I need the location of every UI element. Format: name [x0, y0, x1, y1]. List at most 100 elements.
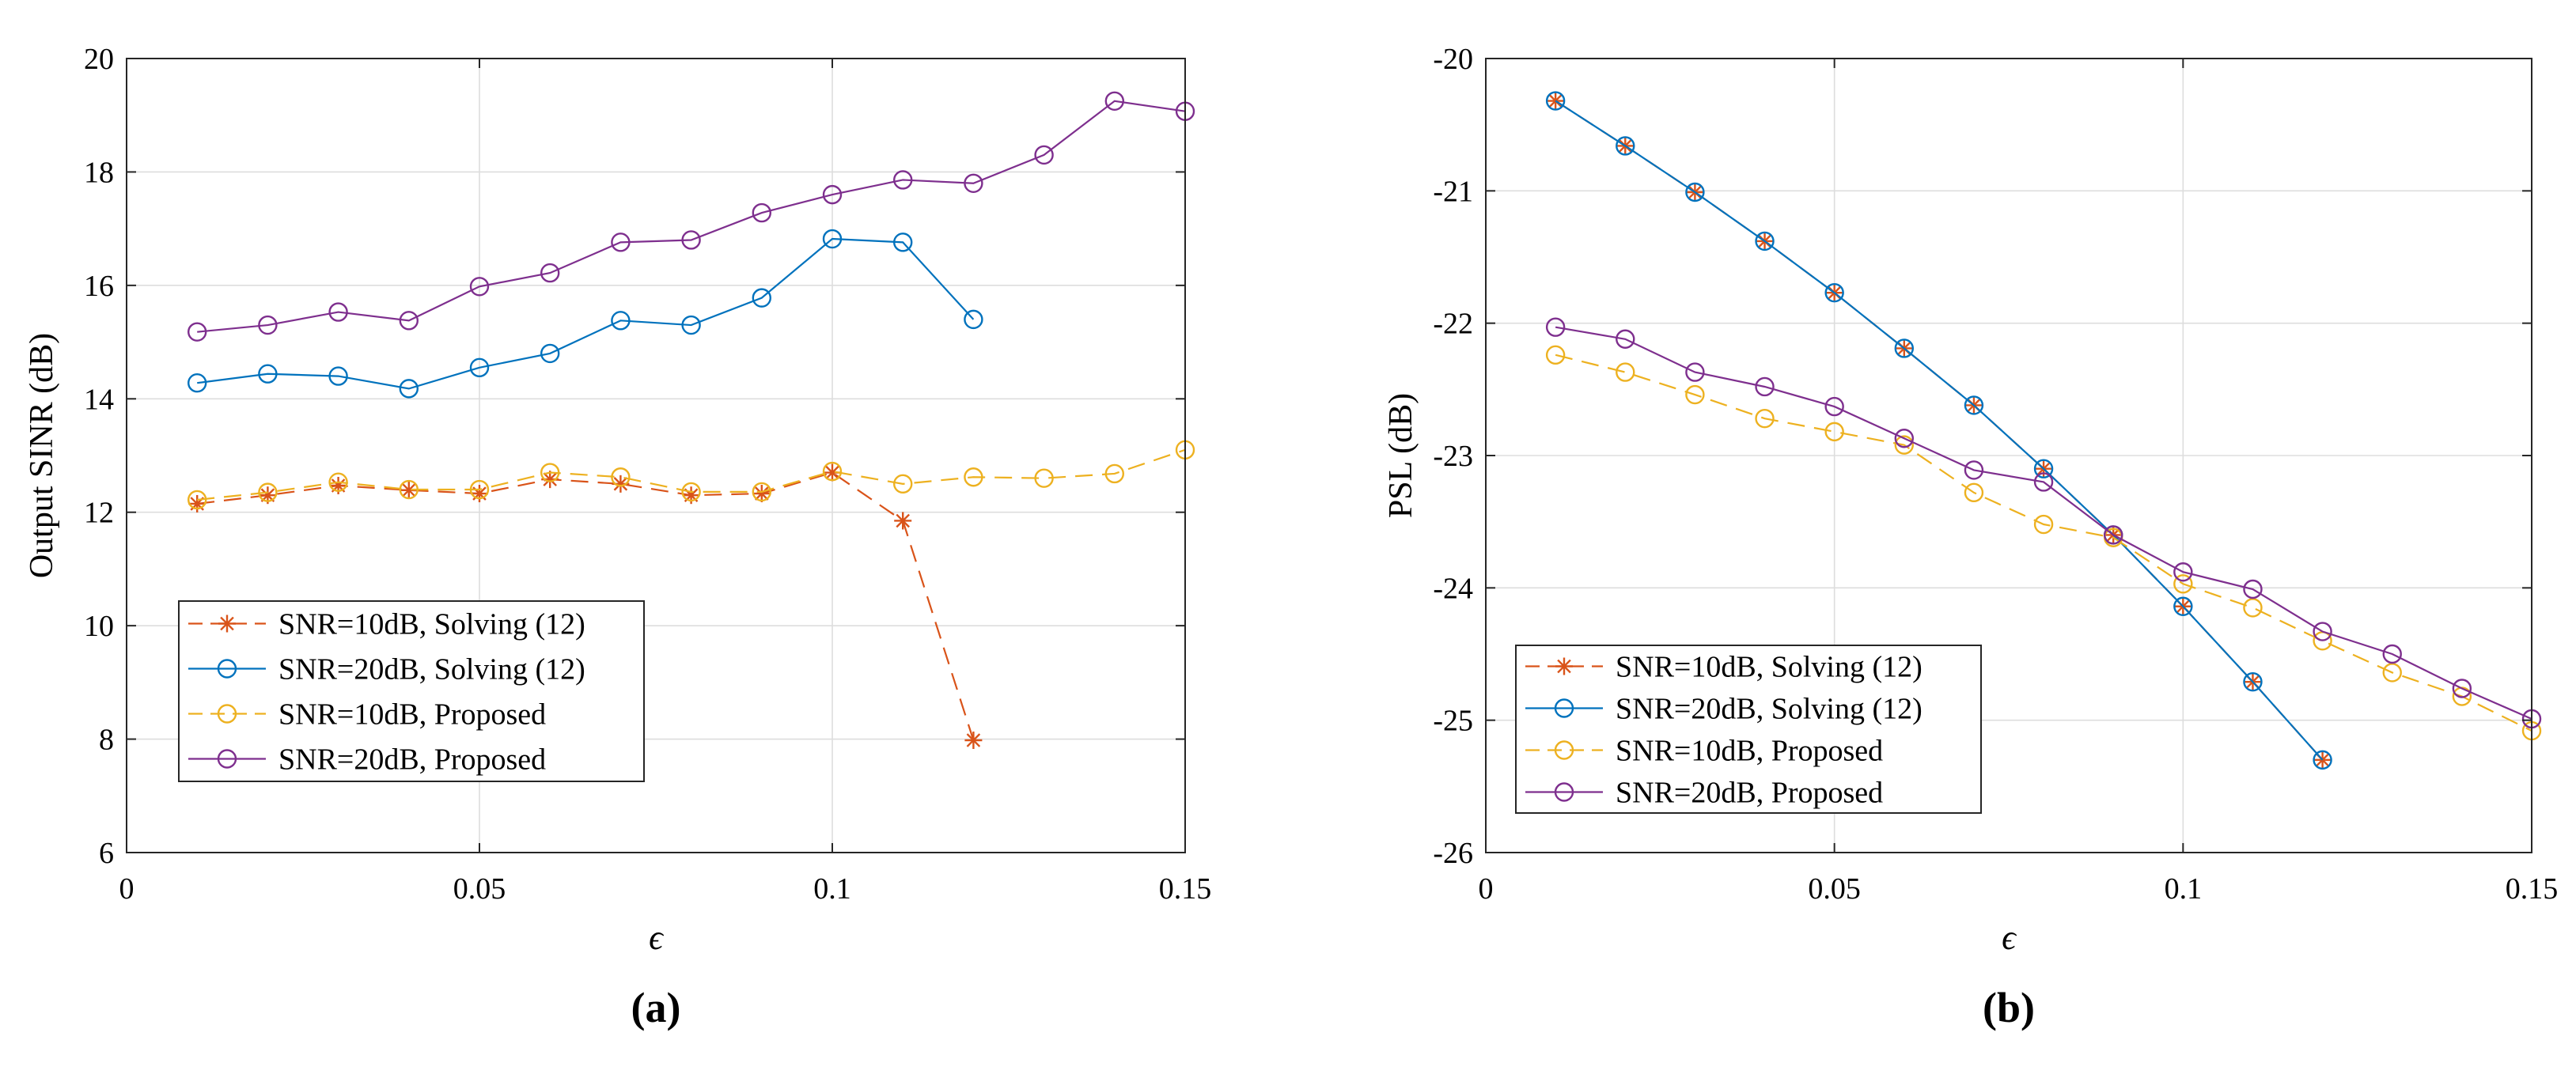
panel-b-legend-entry: SNR=10dB, Solving (12) [1525, 651, 1923, 684]
panel-b-legend-label: SNR=10dB, Proposed [1616, 735, 1883, 768]
panel-a-y-tick-label: 14 [84, 383, 114, 416]
panel-a-legend-label: SNR=10dB, Solving (12) [278, 608, 585, 641]
panel-b-data-point [2382, 644, 2402, 664]
panel-b-y-tick-label: -26 [1433, 837, 1473, 870]
panel-b-x-tick-label: 0.15 [2506, 872, 2559, 906]
panel-b-legend-entry: SNR=20dB, Proposed [1525, 777, 1883, 810]
panel-a-data-point [752, 482, 771, 502]
panel-a-data-point [258, 364, 278, 384]
panel-b-data-point [2033, 514, 2054, 535]
panel-b-data-point [1824, 422, 1844, 442]
panel-a-data-point [1034, 145, 1054, 165]
panel-b-data-point [1894, 338, 1915, 358]
panel-b-y-tick-label: -20 [1433, 43, 1473, 76]
panel-a-data-point [187, 322, 207, 342]
panel-b-legend-marker [1554, 740, 1574, 760]
panel-b-data-point [2382, 663, 2402, 683]
panel-b-data-point [1685, 384, 1705, 405]
panel-b-x-axis-label: ϵ [2002, 918, 2017, 957]
panel-a-data-point [611, 467, 631, 487]
panel-a-legend-entry: SNR=10dB, Proposed [188, 698, 546, 732]
panel-b-data-point [2243, 671, 2263, 692]
panel-b-legend-marker [1555, 657, 1573, 675]
panel-a-data-point [752, 485, 771, 503]
panel-a-y-tick-label: 10 [84, 610, 114, 643]
panel-a-data-point [1104, 91, 1125, 111]
panel-a-y-tick-label: 6 [99, 837, 114, 870]
panel-b-data-point [1545, 91, 1566, 111]
panel-a-data-point [681, 315, 701, 335]
panel-a-legend: SNR=10dB, Solving (12) SNR=20dB, Solving … [178, 600, 645, 782]
panel-a-data-point [471, 485, 488, 503]
panel-a-y-tick-label: 20 [84, 43, 114, 76]
panel-a-legend-marker [217, 704, 237, 724]
panel-b-series-line [1555, 354, 2532, 732]
panel-a-data-point [540, 343, 560, 364]
panel-b-legend-entry: SNR=10dB, Proposed [1525, 735, 1883, 768]
panel-a-data-point [469, 277, 490, 297]
panel-a-legend-label: SNR=20dB, Solving (12) [278, 653, 585, 686]
panel-b-data-point [1964, 482, 1984, 503]
panel-a-data-point [611, 311, 631, 331]
panel-a-x-tick-label: 0.15 [1159, 872, 1212, 906]
panel-b-data-point [2173, 596, 2193, 616]
panel-a-series-line [197, 100, 1186, 333]
panel-a-label: (a) [631, 984, 681, 1031]
panel-a-data-point [892, 233, 913, 252]
panel-b-data-point [1616, 136, 1635, 156]
panel-b-data-point [2313, 622, 2332, 641]
panel-a-data-point [752, 288, 771, 308]
panel-b-data-point [2033, 459, 2054, 478]
panel-a-data-point [399, 311, 419, 331]
panel-a-data-point [822, 229, 843, 249]
panel-b-data-point [2173, 562, 2193, 582]
panel-a-data-point [399, 479, 419, 500]
panel-a-x-tick-label: 0 [119, 872, 134, 906]
panel-a-x-tick-label: 0.1 [813, 872, 851, 906]
panel-b-legend-label: SNR=10dB, Solving (12) [1616, 651, 1923, 684]
panel-a-data-point [540, 463, 560, 482]
panel-b-data-point [1545, 345, 1566, 365]
panel-a-data-point [400, 481, 418, 499]
panel-b-data-point [1894, 429, 1915, 448]
panel-a-data-point [328, 472, 348, 492]
panel-a-series-line [197, 237, 975, 390]
panel-b-data-point [1685, 362, 1705, 382]
panel-b-y-tick-label: -25 [1433, 705, 1473, 738]
panel-a-legend-marker [217, 659, 237, 679]
panel-b-data-point [1755, 408, 1775, 429]
panel-a-data-point [258, 315, 278, 335]
panel-b-data-point [1894, 435, 1915, 455]
panel-b-legend-marker [1554, 782, 1574, 802]
panel-b-x-tick-label: 0.05 [1808, 872, 1861, 906]
panel-b-data-point [2313, 750, 2332, 770]
panel-b-data-point [1685, 182, 1705, 202]
panel-b-data-point [2033, 472, 2054, 492]
panel-a-data-point [752, 202, 771, 223]
panel-b-legend-marker [1554, 698, 1574, 718]
panel-b-data-point [1545, 317, 1566, 337]
panel-a-y-tick-label: 8 [99, 724, 114, 757]
panel-b-legend-box [1515, 645, 1982, 814]
panel-b-data-point [1616, 329, 1635, 349]
panel-a-y-tick-label: 12 [84, 497, 114, 530]
panel-b-data-point [2452, 679, 2472, 698]
panel-b-data-point [1755, 376, 1775, 397]
panel-a-y-axis-label: Output SINR (dB) [24, 333, 60, 578]
panel-a-legend-marker [218, 615, 236, 633]
panel-a-data-point [964, 309, 983, 330]
panel-a-series-3 [187, 440, 1195, 510]
panel-b-data-point [1964, 460, 1984, 480]
panel-b-data-point [2243, 579, 2263, 599]
panel-b-legend-entry: SNR=20dB, Solving (12) [1525, 693, 1923, 726]
panel-a-y-tick-label: 18 [84, 156, 114, 189]
panel-b-y-tick-label: -21 [1433, 175, 1473, 208]
panel-a-series-line [197, 471, 975, 741]
panel-a-legend-entry: SNR=20dB, Solving (12) [188, 653, 585, 686]
panel-a-data-point [822, 461, 843, 482]
panel-a-data-point [1104, 463, 1125, 484]
panel-b-y-tick-label: -24 [1433, 572, 1473, 605]
panel-a-data-point [328, 302, 348, 322]
panel-b-series-line [1555, 100, 2324, 761]
